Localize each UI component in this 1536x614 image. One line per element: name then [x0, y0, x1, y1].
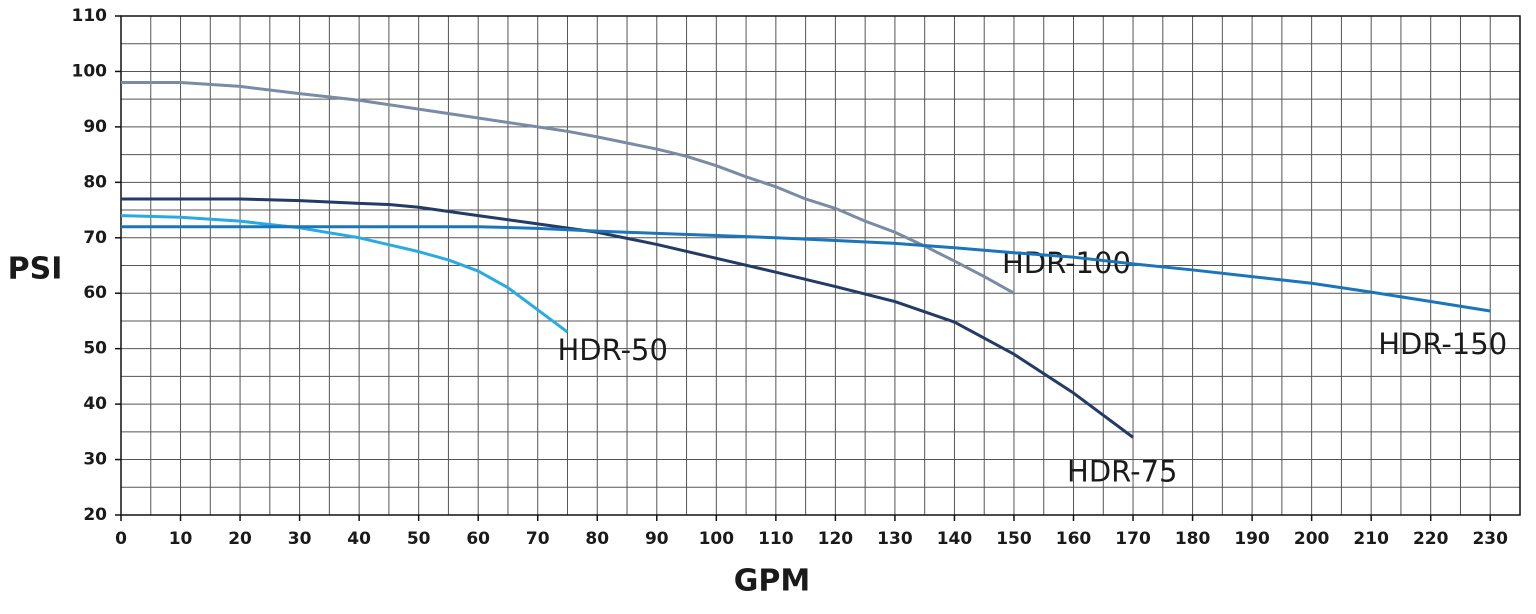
- y-axis-title: PSI: [8, 252, 63, 287]
- y-tick-label: 90: [83, 117, 107, 137]
- series-label: HDR-75: [1067, 454, 1177, 488]
- x-tick-label: 190: [1234, 529, 1270, 549]
- x-tick-label: 10: [169, 529, 193, 549]
- series-label: HDR-150: [1378, 327, 1507, 361]
- x-tick-label: 230: [1472, 529, 1508, 549]
- series-label: HDR-50: [557, 333, 667, 367]
- series-line: [121, 81, 1015, 295]
- series-line: [120, 214, 569, 334]
- x-tick-label: 100: [699, 529, 735, 549]
- plot-frame: [120, 15, 1521, 516]
- x-tick-label: 170: [1115, 529, 1151, 549]
- y-tick-label: 40: [83, 394, 107, 414]
- x-tick-label: 130: [877, 529, 913, 549]
- y-tick-label: 20: [83, 505, 107, 525]
- series-line: [121, 225, 1491, 313]
- series-label: HDR-100: [1002, 246, 1131, 280]
- x-tick-label: 90: [645, 529, 669, 549]
- y-tick-label: 70: [83, 228, 107, 248]
- x-tick-label: 220: [1413, 529, 1449, 549]
- y-tick-label: 80: [83, 172, 107, 192]
- x-tick-label: 180: [1175, 529, 1211, 549]
- x-tick-label: 40: [347, 529, 371, 549]
- x-tick-label: 140: [937, 529, 973, 549]
- y-tick-label: 110: [72, 6, 108, 26]
- x-tick-label: 50: [407, 529, 431, 549]
- x-tick-label: 150: [996, 529, 1032, 549]
- x-tick-label: 20: [228, 529, 252, 549]
- x-tick-label: 160: [1056, 529, 1092, 549]
- x-tick-label: 210: [1353, 529, 1389, 549]
- y-tick-label: 100: [72, 61, 108, 81]
- y-tick-label: 50: [83, 339, 107, 359]
- x-tick-label: 200: [1294, 529, 1330, 549]
- x-axis-title: GPM: [734, 564, 810, 599]
- x-tick-label: 30: [288, 529, 312, 549]
- y-tick-label: 30: [83, 450, 107, 470]
- x-tick-label: 60: [466, 529, 490, 549]
- x-tick-label: 0: [115, 529, 127, 549]
- y-tick-label: 60: [83, 283, 107, 303]
- x-tick-label: 70: [526, 529, 550, 549]
- x-tick-label: 110: [758, 529, 794, 549]
- x-tick-label: 80: [585, 529, 609, 549]
- x-tick-label: 120: [818, 529, 854, 549]
